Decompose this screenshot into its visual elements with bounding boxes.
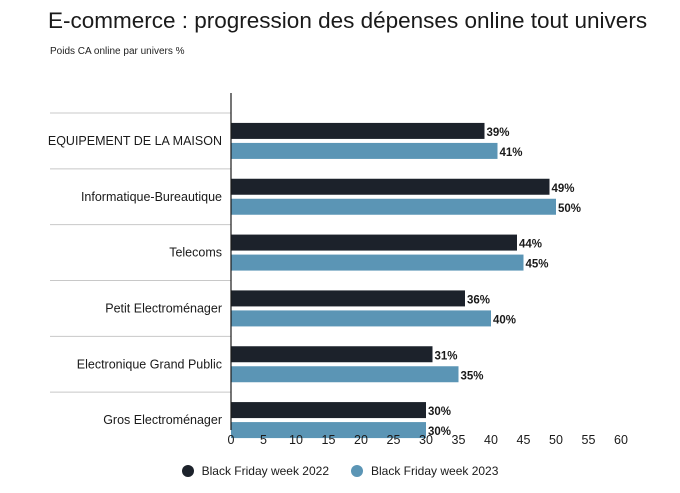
bar xyxy=(231,254,524,271)
x-tick-label: 35 xyxy=(452,433,466,447)
data-label: 35% xyxy=(461,370,484,382)
chart-subtitle: Poids CA online par univers % xyxy=(50,46,185,57)
data-label: 40% xyxy=(493,314,516,326)
bar xyxy=(231,346,433,363)
bar xyxy=(231,198,556,215)
data-label: 44% xyxy=(519,239,542,251)
category-label: Electronique Grand Public xyxy=(77,357,222,371)
bar-chart: EQUIPEMENT DE LA MAISON 39% 41% Informatiqu… xyxy=(48,93,628,447)
x-tick-label: 15 xyxy=(322,433,336,447)
x-tick-label: 60 xyxy=(614,433,628,447)
bar xyxy=(231,402,426,419)
category-label: EQUIPEMENT DE LA MAISON xyxy=(48,134,222,148)
category-label: Informatique-Bureautique xyxy=(81,190,222,204)
category-label: Gros Electroménager xyxy=(103,413,222,427)
bar xyxy=(231,422,426,439)
data-label: 30% xyxy=(428,426,451,438)
bar xyxy=(231,310,491,327)
x-tick-label: 20 xyxy=(354,433,368,447)
x-tick-label: 10 xyxy=(289,433,303,447)
legend: Black Friday week 2022 Black Friday week… xyxy=(0,464,680,478)
legend-item-2022[interactable]: Black Friday week 2022 xyxy=(181,464,329,478)
data-label: 36% xyxy=(467,294,490,306)
data-label: 41% xyxy=(500,147,523,159)
legend-dot-icon xyxy=(351,465,363,477)
x-tick-label: 5 xyxy=(260,433,267,447)
data-label: 31% xyxy=(435,350,458,362)
bar xyxy=(231,142,498,159)
data-label: 49% xyxy=(552,183,575,195)
x-tick-label: 45 xyxy=(517,433,531,447)
legend-dot-icon xyxy=(181,465,194,477)
bar xyxy=(231,122,485,139)
bar xyxy=(231,366,459,383)
legend-label: Black Friday week 2023 xyxy=(371,464,499,478)
bar xyxy=(231,234,517,251)
x-tick-label: 40 xyxy=(484,433,498,447)
x-tick-label: 55 xyxy=(582,433,596,447)
x-tick-label: 50 xyxy=(549,433,563,447)
legend-label: Black Friday week 2022 xyxy=(201,464,329,478)
legend-item-2023[interactable]: Black Friday week 2023 xyxy=(351,464,498,478)
x-tick-label: 25 xyxy=(387,433,401,447)
data-label: 39% xyxy=(487,127,510,139)
category-label: Telecoms xyxy=(169,246,222,260)
bar xyxy=(231,178,550,195)
x-tick-label: 30 xyxy=(419,433,433,447)
chart-title: E-commerce : progression des dépenses on… xyxy=(48,8,648,33)
data-label: 30% xyxy=(428,406,451,418)
data-label: 45% xyxy=(526,259,549,271)
bar xyxy=(231,290,465,307)
x-tick-label: 0 xyxy=(228,433,235,447)
category-label: Petit Electroménager xyxy=(105,301,222,315)
data-label: 50% xyxy=(558,203,581,215)
